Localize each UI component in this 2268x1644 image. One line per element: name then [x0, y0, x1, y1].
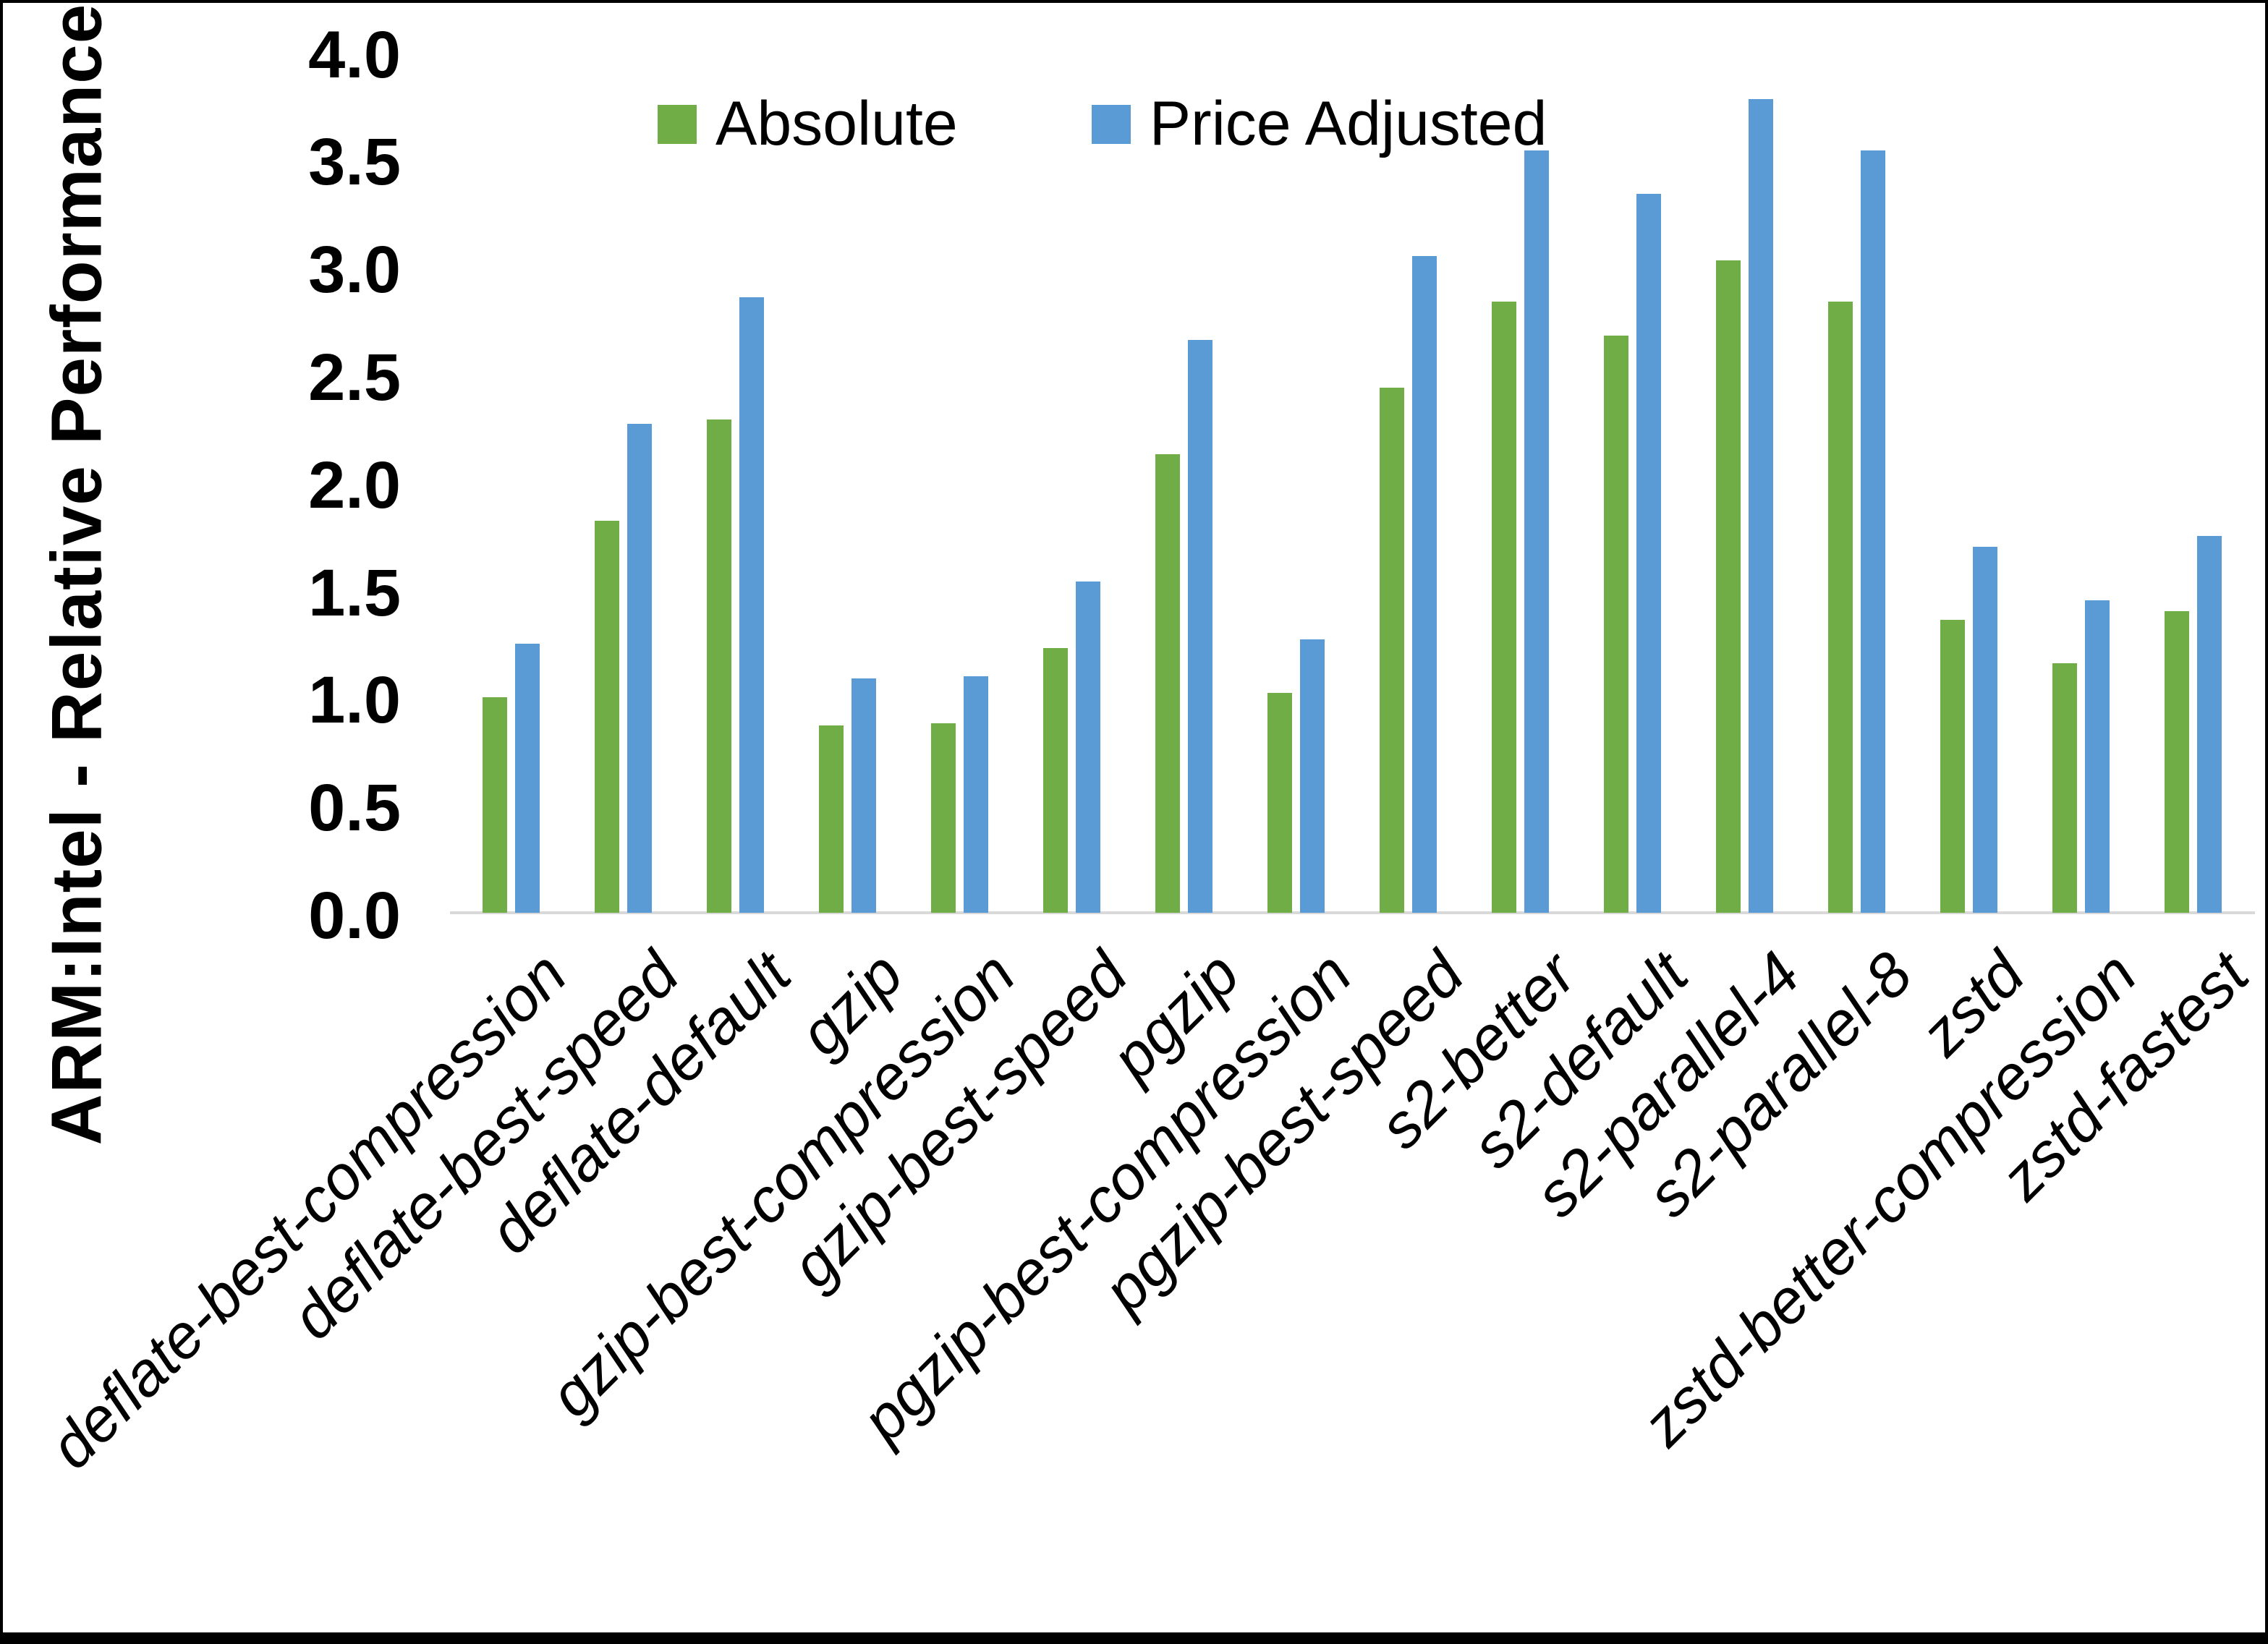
bar-price-adjusted-s2-parallel-4 [1749, 99, 1773, 913]
y-tick-label: 2.5 [308, 341, 401, 414]
bar-absolute-gzip [819, 725, 844, 913]
y-tick-label: 3.5 [308, 125, 401, 200]
y-tick-label: 4.0 [308, 17, 401, 92]
y-tick-label: 1.5 [308, 555, 401, 630]
bar-price-adjusted-zstd-fastest [2197, 536, 2222, 913]
bar-absolute-pgzip-best-speed [1380, 387, 1404, 913]
bar-price-adjusted-pgzip-best-speed [1412, 256, 1437, 913]
bar-price-adjusted-s2-default [1636, 194, 1661, 913]
x-axis-line [450, 911, 2255, 914]
bar-absolute-s2-default [1604, 336, 1628, 913]
legend-label-absolute: Absolute [715, 89, 958, 158]
y-tick-label: 2.0 [308, 448, 401, 522]
bar-price-adjusted-gzip [851, 678, 876, 913]
bar-price-adjusted-deflate-best-speed [627, 424, 652, 913]
bar-absolute-pgzip [1155, 454, 1180, 913]
bar-absolute-deflate-best-compression [483, 697, 507, 913]
bar-price-adjusted-pgzip-best-compression [1300, 639, 1325, 913]
bottom-border-bar [3, 1632, 2265, 1641]
plot-area: 0.0 0.5 1.0 1.5 2.0 2.5 3.0 3.5 4.0 deflate-best-… [3, 3, 2265, 1641]
bar-price-adjusted-gzip-best-speed [1076, 581, 1100, 913]
bar-absolute-s2-parallel-8 [1828, 301, 1853, 913]
bar-price-adjusted-deflate-best-compression [515, 644, 540, 913]
bar-absolute-zstd-fastest [2165, 611, 2189, 913]
legend-item-price-adjusted: Price Adjusted [1091, 88, 1547, 160]
bar-price-adjusted-deflate-default [739, 297, 764, 913]
bar-absolute-gzip-best-compression [931, 723, 956, 913]
bar-absolute-s2-parallel-4 [1716, 260, 1741, 913]
bar-absolute-s2-better [1492, 301, 1516, 913]
bar-absolute-deflate-default [707, 419, 731, 913]
bar-absolute-zstd [1940, 620, 1965, 913]
bar-price-adjusted-gzip-best-compression [964, 676, 988, 913]
bar-price-adjusted-pgzip [1188, 340, 1212, 913]
y-tick-label: 0.5 [308, 771, 401, 846]
bar-absolute-deflate-best-speed [595, 521, 619, 913]
bar-price-adjusted-s2-better [1524, 150, 1549, 913]
legend: Absolute Price Adjusted [658, 88, 1547, 160]
bar-absolute-zstd-better-compression [2052, 663, 2077, 913]
bar-price-adjusted-zstd-better-compression [2085, 600, 2110, 913]
bar-absolute-pgzip-best-compression [1267, 693, 1292, 913]
y-tick-label: 1.0 [308, 663, 401, 738]
bar-absolute-gzip-best-speed [1043, 647, 1068, 913]
bar-price-adjusted-s2-parallel-8 [1861, 150, 1885, 913]
legend-swatch-price-adjusted-icon [1091, 104, 1131, 144]
legend-swatch-absolute-icon [658, 104, 697, 144]
y-tick-label: 0.0 [308, 879, 401, 953]
legend-item-absolute: Absolute [658, 88, 958, 160]
legend-label-price-adjusted: Price Adjusted [1149, 89, 1547, 158]
y-tick-label: 3.0 [308, 233, 401, 307]
bar-price-adjusted-zstd [1973, 547, 1997, 913]
